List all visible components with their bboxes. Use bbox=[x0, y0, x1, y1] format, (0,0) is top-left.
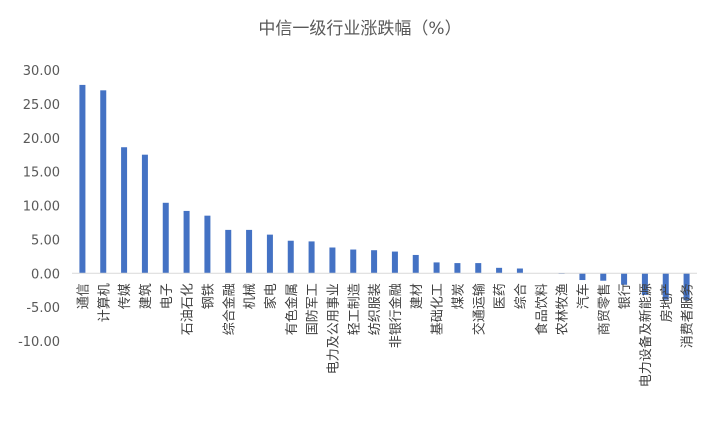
x-tick-label: 轻工制造 bbox=[347, 283, 362, 335]
x-tick-label: 石油石化 bbox=[181, 283, 196, 335]
bar bbox=[225, 229, 232, 274]
bar bbox=[600, 273, 607, 281]
x-tick-label: 煤炭 bbox=[451, 283, 466, 309]
y-tick-label: 0.00 bbox=[31, 267, 60, 282]
bar bbox=[141, 154, 148, 274]
x-tick-label: 计算机 bbox=[97, 283, 112, 322]
y-tick-label: 20.00 bbox=[23, 132, 60, 147]
x-tick-label: 传媒 bbox=[118, 283, 133, 309]
y-tick-label: 25.00 bbox=[23, 98, 60, 113]
bar bbox=[183, 210, 190, 274]
chart-title: 中信一级行业涨跌幅（%） bbox=[258, 19, 462, 39]
bar bbox=[204, 215, 211, 274]
bar bbox=[266, 234, 273, 274]
x-tick-label: 家电 bbox=[263, 283, 279, 309]
bar bbox=[79, 84, 86, 274]
bar bbox=[412, 254, 419, 274]
x-tick-label: 通信 bbox=[76, 283, 91, 309]
y-tick-label: 30.00 bbox=[23, 64, 60, 79]
x-tick-label: 消费者服务 bbox=[680, 283, 696, 348]
bar bbox=[516, 268, 523, 274]
x-tick-label: 建材 bbox=[410, 283, 425, 309]
x-tick-label: 农林牧渔 bbox=[556, 283, 571, 335]
x-tick-label: 机械 bbox=[243, 283, 258, 309]
bar bbox=[662, 273, 669, 300]
bar bbox=[121, 147, 128, 274]
x-axis: 通信 计算机 传媒 建筑 电子 石油石化 钢铁 综合金融 机械 家电 有色金属 国防军工 电力及公用事业… bbox=[76, 283, 695, 387]
x-tick-label: 基础化工 bbox=[431, 283, 446, 335]
y-tick-label: 15.00 bbox=[23, 166, 60, 181]
x-tick-label: 电力设备及新能源 bbox=[638, 283, 654, 387]
x-tick-label: 综合 bbox=[514, 283, 529, 309]
bar-series bbox=[79, 84, 690, 301]
y-tick-label: -10.00 bbox=[18, 335, 60, 350]
bar bbox=[308, 241, 315, 274]
bar bbox=[475, 263, 482, 274]
bar bbox=[496, 267, 503, 274]
bar bbox=[350, 249, 357, 274]
x-tick-label: 建筑 bbox=[138, 283, 154, 309]
x-tick-label: 交通运输 bbox=[471, 283, 487, 335]
y-tick-label: -5.00 bbox=[26, 301, 60, 316]
y-axis: 30.00 25.00 20.00 15.00 10.00 5.00 0.00 -5.00 -1… bbox=[18, 64, 60, 350]
x-tick-label: 国防军工 bbox=[305, 283, 321, 335]
bar bbox=[329, 247, 336, 274]
x-tick-label: 医药 bbox=[493, 283, 508, 309]
bar bbox=[433, 262, 440, 274]
bar bbox=[287, 240, 294, 274]
bar bbox=[246, 229, 253, 274]
x-tick-label: 银行 bbox=[618, 283, 633, 309]
x-tick-label: 商贸零售 bbox=[596, 283, 612, 335]
bar bbox=[391, 251, 398, 274]
y-tick-label: 5.00 bbox=[31, 233, 60, 248]
x-tick-label: 电力及公用事业 bbox=[326, 283, 341, 374]
bar bbox=[454, 263, 461, 274]
y-tick-label: 10.00 bbox=[23, 200, 60, 215]
bar bbox=[579, 273, 586, 281]
x-tick-label: 食品饮料 bbox=[534, 283, 550, 335]
x-tick-label: 汽车 bbox=[575, 283, 591, 309]
x-tick-label: 综合金融 bbox=[221, 283, 237, 335]
bar bbox=[641, 273, 648, 295]
x-tick-label: 电子 bbox=[160, 283, 175, 309]
x-tick-label: 房地产 bbox=[659, 283, 675, 322]
bar bbox=[371, 250, 378, 274]
bar bbox=[100, 90, 107, 274]
x-tick-label: 非银行金融 bbox=[388, 283, 404, 348]
bar bbox=[162, 202, 169, 274]
x-tick-label: 纺织服装 bbox=[368, 283, 383, 335]
bar bbox=[621, 273, 628, 285]
bar bbox=[683, 273, 690, 301]
x-tick-label: 有色金属 bbox=[284, 283, 300, 335]
x-tick-label: 钢铁 bbox=[201, 283, 216, 309]
